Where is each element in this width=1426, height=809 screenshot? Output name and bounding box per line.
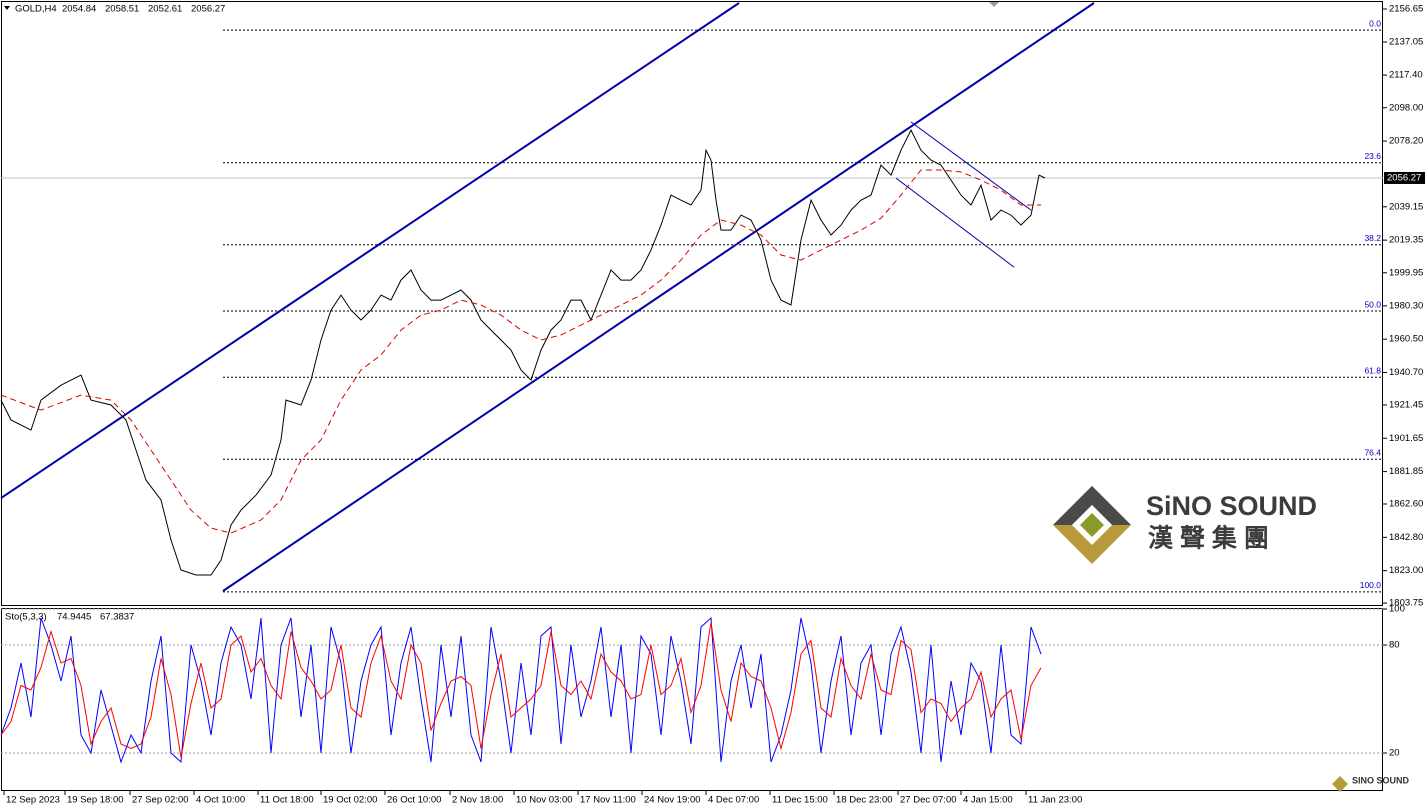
logo: SiNO SOUND 漢 聲 集 團 (1053, 486, 1317, 564)
x-tick-label: 27 Sep 02:00 (132, 795, 189, 806)
x-tick-label: 4 Jan 15:00 (963, 795, 1013, 806)
bid-label: 2056.27 (1387, 172, 1421, 183)
y-tick-label: 1921.45 (1389, 399, 1423, 410)
shift-marker (989, 2, 999, 7)
logo-diamond-top (1053, 486, 1131, 525)
y-tick-label: 1842.80 (1389, 532, 1423, 543)
fib-label: 76.4 (1364, 447, 1381, 457)
x-tick-label: 12 Sep 2023 (6, 795, 60, 806)
y-tick-label: 1999.95 (1389, 267, 1423, 278)
y-tick-label: 80 (1389, 640, 1400, 651)
series-line (0, 616, 1042, 764)
y-tick-label: 1803.75 (1389, 598, 1423, 609)
y-tick-label: 1980.30 (1389, 300, 1423, 311)
small-logo-diamond (1332, 776, 1348, 792)
fib-label: 50.0 (1364, 299, 1381, 309)
small-logo: SINO SOUND (1332, 775, 1410, 792)
x-tick-label: 24 Nov 19:00 (644, 795, 701, 806)
series-line (0, 622, 1042, 758)
fib-label: 38.2 (1364, 233, 1381, 243)
stochastic-label: Sto(5,3,3) (5, 612, 47, 623)
y-tick-label: 1940.70 (1389, 367, 1423, 378)
x-tick-label: 11 Dec 15:00 (772, 795, 828, 806)
small-logo-name: SINO SOUND (1352, 775, 1410, 785)
logo-chinese: 漢 聲 集 團 (1148, 524, 1269, 553)
x-tick-label: 11 Jan 23:00 (1028, 795, 1082, 806)
x-tick-label: 10 Nov 03:00 (516, 795, 573, 806)
main-panel-border (1, 1, 1383, 606)
bid-label-box (1384, 171, 1425, 184)
y-tick-label: 2078.20 (1389, 136, 1423, 147)
y-tick-label: 1881.85 (1389, 466, 1423, 477)
x-tick-label: 4 Dec 07:00 (708, 795, 759, 806)
close-price: 2056.27 (191, 4, 225, 15)
x-tick-label: 19 Oct 02:00 (323, 795, 377, 806)
x-tick-label: 26 Oct 10:00 (387, 795, 441, 806)
y-tick-label: 2039.15 (1389, 201, 1423, 212)
logo-core (1080, 513, 1104, 537)
stochastic-d-value: 67.3837 (100, 612, 134, 623)
x-tick-label: 4 Oct 10:00 (196, 795, 245, 806)
stochastic-k-value: 74.9445 (57, 612, 91, 623)
fib-label: 100.0 (1360, 580, 1382, 590)
x-tick-label: 2 Nov 18:00 (452, 795, 503, 806)
x-tick-label: 17 Nov 11:00 (580, 795, 636, 806)
trend-line (0, 2, 740, 499)
dropdown-arrow (4, 6, 10, 10)
y-tick-label: 2019.35 (1389, 235, 1423, 246)
fib-label: 0.0 (1369, 18, 1381, 28)
symbol: GOLD,H4 (15, 4, 57, 15)
x-tick-label: 19 Sep 18:00 (67, 795, 124, 806)
logo-name: SiNO SOUND (1146, 491, 1317, 521)
fib-label: 61.8 (1364, 365, 1381, 375)
y-tick-label: 1901.65 (1389, 433, 1423, 444)
x-tick-label: 18 Dec 23:00 (836, 795, 893, 806)
stochastic-panel-border (1, 608, 1383, 791)
y-tick-label: 1960.50 (1389, 334, 1423, 345)
y-tick-label: 2156.65 (1389, 4, 1423, 15)
high-price: 2058.51 (105, 4, 139, 15)
trend-line (895, 177, 1015, 268)
y-tick-label: 20 (1389, 748, 1400, 759)
x-tick-label: 11 Oct 18:00 (260, 795, 314, 806)
x-tick-label: 27 Dec 07:00 (900, 795, 957, 806)
low-price: 2052.61 (148, 4, 182, 15)
y-tick-label: 2117.40 (1389, 70, 1423, 81)
trend-line (910, 121, 1032, 211)
trend-line (222, 2, 1095, 592)
y-tick-label: 100 (1389, 604, 1405, 615)
series-line (0, 128, 1046, 576)
y-tick-label: 1823.00 (1389, 565, 1423, 576)
fib-label: 23.6 (1364, 151, 1381, 161)
y-tick-label: 2098.00 (1389, 102, 1423, 113)
series-line (0, 169, 1041, 534)
y-tick-label: 2137.05 (1389, 37, 1423, 48)
open-price: 2054.84 (62, 4, 96, 15)
y-tick-label: 1862.60 (1389, 499, 1423, 510)
